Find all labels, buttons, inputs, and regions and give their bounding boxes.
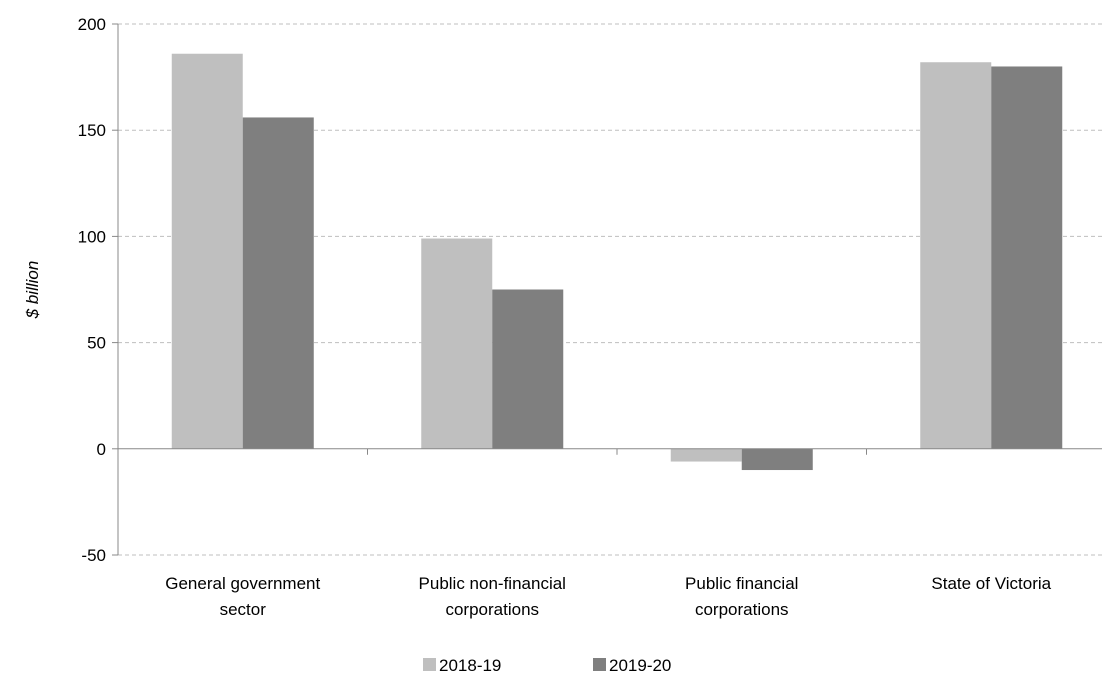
y-axis: 200 150 100 50 0 -50 bbox=[78, 15, 119, 565]
x-category-label: State of Victoria bbox=[931, 574, 1051, 593]
y-tick-label: 150 bbox=[78, 121, 106, 140]
bar-2018-19-2 bbox=[670, 448, 742, 462]
legend: 2018-19 2019-20 bbox=[423, 656, 671, 675]
bar-2019-20-3 bbox=[991, 66, 1063, 449]
x-category-label: General government sector bbox=[165, 574, 320, 619]
y-axis-title: $ billion bbox=[23, 261, 42, 320]
bar-2018-19-1 bbox=[421, 238, 493, 449]
bar-2018-19-3 bbox=[920, 62, 992, 449]
x-category-label: Public financial corporations bbox=[685, 574, 798, 619]
x-category-label-line: State of Victoria bbox=[931, 574, 1051, 593]
legend-label: 2019-20 bbox=[609, 656, 671, 675]
y-tick-label: 0 bbox=[97, 440, 106, 459]
x-category-label-line: sector bbox=[220, 600, 267, 619]
legend-swatch bbox=[423, 658, 436, 671]
y-tick-label: 100 bbox=[78, 227, 106, 246]
legend-label: 2018-19 bbox=[439, 656, 501, 675]
bar-2019-20-2 bbox=[741, 448, 813, 471]
y-tick-label: -50 bbox=[81, 546, 106, 565]
gridlines bbox=[118, 23, 1102, 556]
bar-2019-20-1 bbox=[492, 289, 564, 449]
x-axis: General government sector Public non-finan… bbox=[117, 448, 1102, 619]
x-category-label-line: Public non-financial bbox=[419, 574, 566, 593]
x-category-label-line: corporations bbox=[695, 600, 789, 619]
y-tick-label: 50 bbox=[87, 334, 106, 353]
legend-swatch bbox=[593, 658, 606, 671]
bar-2019-20-0 bbox=[242, 117, 314, 449]
x-category-label-line: General government bbox=[165, 574, 320, 593]
y-tick-label: 200 bbox=[78, 15, 106, 34]
bars bbox=[171, 53, 1063, 471]
x-category-label: Public non-financial corporations bbox=[419, 574, 566, 619]
bar-2018-19-0 bbox=[171, 53, 243, 449]
x-category-label-line: Public financial bbox=[685, 574, 798, 593]
x-category-label-line: corporations bbox=[445, 600, 539, 619]
